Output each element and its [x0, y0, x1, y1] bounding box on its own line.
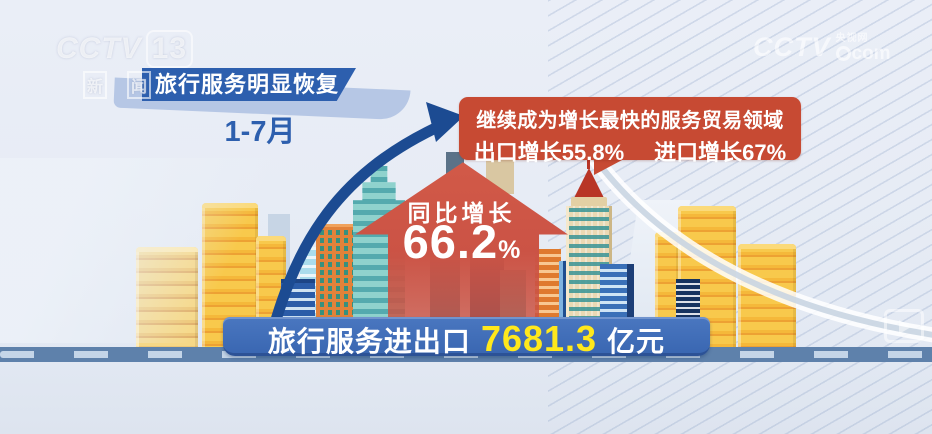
com-text: com [851, 43, 891, 64]
site-name-text: 央视网 [835, 33, 869, 44]
coin-stack [738, 244, 796, 352]
callout-stats: 出口增长55.8% 进口增长67% [459, 135, 801, 167]
cctvcom-brand-text: CCTV [753, 32, 831, 62]
cctv13-logo: CCTV 13 新闻 [56, 30, 194, 99]
import-growth-stat: 进口增长67% [654, 140, 787, 165]
light-wash-overlay [0, 158, 300, 343]
export-growth-stat: 出口增长55.8% [473, 140, 625, 165]
cctvcom-right-block: 央视网 com [835, 33, 891, 64]
callout-headline: 继续成为增长最快的服务贸易领域 [476, 110, 784, 132]
cctv13-subtitle: 新闻 [83, 71, 193, 99]
cctv13-wordmark: CCTV 13 [56, 30, 194, 68]
com-suffix: com [835, 43, 891, 64]
total-value-banner: 旅行服务进出口 7681.3 亿元 [223, 317, 710, 359]
news-char-2: 闻 [127, 71, 152, 99]
banner-unit-label: 亿元 [607, 326, 666, 357]
period-label: 1-7月 [224, 116, 296, 148]
banner-prefix-label: 旅行服务进出口 [267, 326, 471, 357]
title-badge: 旅行服务明显恢复 [142, 68, 356, 101]
cctv-brand-text: CCTV [56, 32, 142, 65]
cctvcom-watermark: CCTV 央视网 com [753, 32, 891, 63]
news-char-1: 新 [83, 71, 108, 99]
yoy-growth-value: 66.2 [402, 215, 499, 268]
player-watermark-icon [884, 309, 924, 343]
banner-value: 7681.3 [480, 318, 598, 359]
channel-number: 13 [145, 30, 194, 68]
yoy-growth-unit: % [498, 236, 521, 264]
ring-icon [835, 46, 851, 61]
callout-bubble: 继续成为增长最快的服务贸易领域 出口增长55.8% 进口增长67% [459, 97, 801, 165]
